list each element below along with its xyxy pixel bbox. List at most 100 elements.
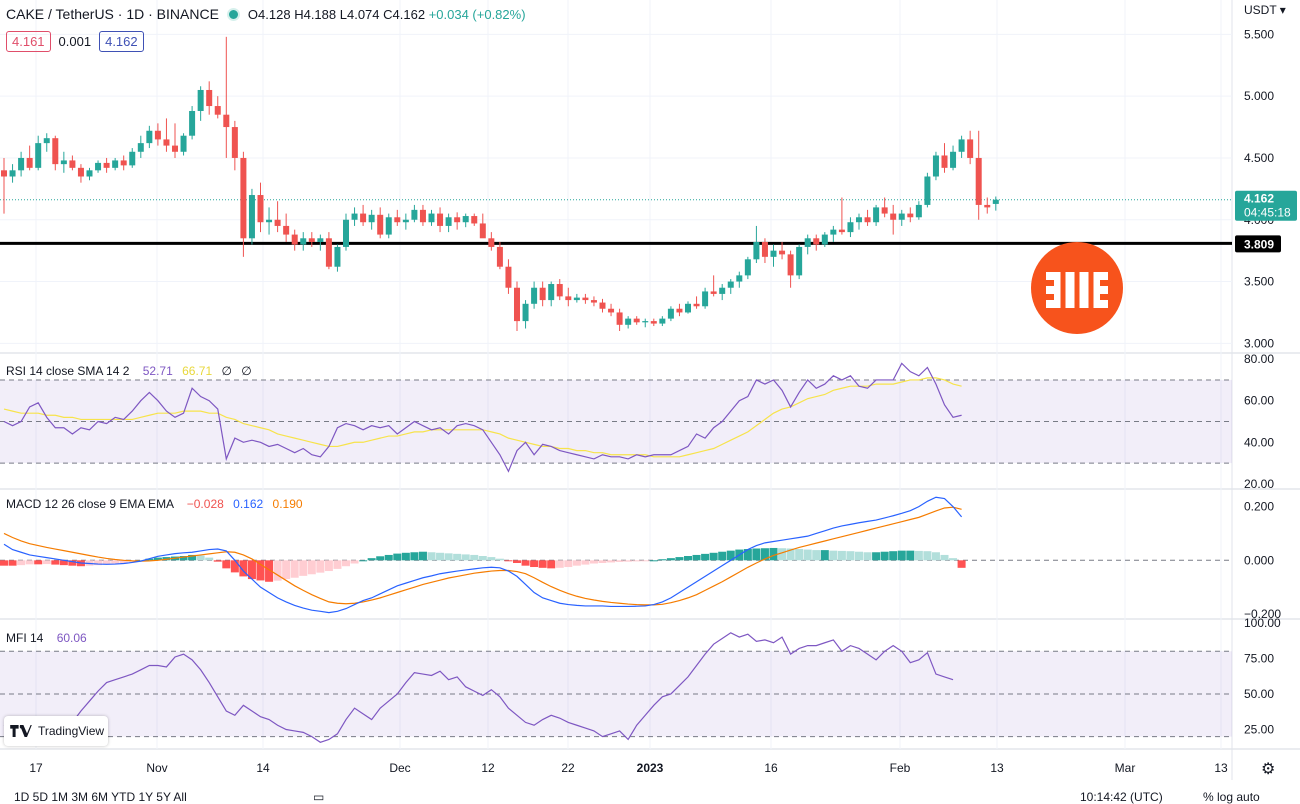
candle-body <box>69 160 76 168</box>
macd-histogram-bar <box>367 558 376 561</box>
candle-body <box>898 213 905 220</box>
candle-body <box>608 308 615 313</box>
candle-body <box>642 321 649 323</box>
candle-body <box>9 170 16 177</box>
macd-histogram-bar <box>555 560 564 568</box>
clock-readout[interactable]: 10:14:42 (UTC) <box>1080 790 1163 804</box>
macd-histogram-bar <box>495 558 504 561</box>
macd-histogram-bar <box>290 560 299 578</box>
candle-body <box>650 321 657 324</box>
macd-histogram-bar <box>658 559 667 561</box>
macd-histogram-bar <box>102 560 111 565</box>
tradingview-badge[interactable]: TradingView <box>4 716 108 746</box>
macd-histogram-bar <box>513 560 521 563</box>
macd-histogram-bar <box>359 560 368 562</box>
macd-histogram-bar <box>504 560 513 562</box>
macd-histogram-bar <box>829 550 838 561</box>
open-value: O4.128 <box>247 6 291 22</box>
macd-signal-value: 0.190 <box>272 497 303 511</box>
candle-body <box>52 138 59 165</box>
currency-selector[interactable]: USDT ▾ <box>1244 3 1286 17</box>
macd-histogram-bar <box>324 560 333 572</box>
candle-body <box>864 217 871 223</box>
macd-histogram-bar <box>42 560 51 565</box>
calendar-icon[interactable]: ▭ <box>313 790 325 804</box>
candle-body <box>343 219 349 247</box>
tradingview-label: TradingView <box>38 724 105 738</box>
scale-toggles[interactable]: % log auto <box>1203 790 1260 804</box>
candle-body <box>685 303 691 313</box>
candle-body <box>796 246 803 276</box>
candle-body <box>590 300 597 303</box>
macd-histogram-bar <box>855 551 863 561</box>
macd-histogram-bar <box>51 560 60 565</box>
macd-histogram-bar <box>119 560 128 563</box>
candle-body <box>821 234 828 245</box>
rsi-sma-value: 66.71 <box>182 364 213 378</box>
candle-body <box>770 250 777 257</box>
rsi-title: RSI 14 close SMA 14 2 <box>6 364 130 378</box>
macd-histogram-bar <box>589 560 598 564</box>
price-tick-label: 3.500 <box>1244 275 1274 289</box>
candle-body <box>967 139 974 158</box>
macd-histogram-bar <box>675 557 684 561</box>
candle-body <box>146 130 153 144</box>
macd-histogram-bar <box>188 554 197 561</box>
macd-histogram-bar <box>949 558 958 561</box>
candle-body <box>351 213 358 220</box>
macd-histogram-bar <box>803 549 812 561</box>
macd-histogram-bar <box>649 560 658 562</box>
macd-histogram-bar <box>547 560 556 569</box>
candle-body <box>667 308 674 319</box>
macd-histogram-bar <box>111 560 120 564</box>
range-buttons[interactable]: 1D 5D 1M 3M 6M YTD 1Y 5Y All <box>14 790 187 804</box>
candle-body <box>77 167 84 177</box>
candle-body <box>377 214 384 235</box>
macd-histogram-bar <box>59 560 68 566</box>
candle-body <box>172 145 178 152</box>
macd-histogram-bar <box>376 556 385 561</box>
mfi-title: MFI 14 <box>6 631 44 645</box>
candle-body <box>890 213 897 220</box>
macd-histogram-bar <box>752 548 761 561</box>
buy-price-button[interactable]: 4.162 <box>99 31 144 52</box>
macd-histogram-bar <box>641 560 650 562</box>
macd-histogram-bar <box>478 556 487 561</box>
candle-body <box>710 291 717 294</box>
macd-histogram-bar <box>247 560 256 580</box>
candle-body <box>753 242 760 260</box>
indicator-tick-label: 100.00 <box>1244 616 1281 630</box>
macd-histogram-bar <box>889 551 898 561</box>
candle-body <box>779 250 786 255</box>
macd-histogram-bar <box>418 551 427 561</box>
macd-histogram-bar <box>333 560 342 569</box>
market-open-indicator <box>226 7 240 21</box>
indicator-tick-label: 40.00 <box>1244 435 1274 449</box>
last-price-tag <box>1235 190 1297 221</box>
candle-body <box>522 303 529 322</box>
candle-body <box>197 89 204 111</box>
candle-body <box>411 209 418 220</box>
last-price-countdown: 04:45:18 <box>1244 206 1291 220</box>
macd-histogram-bar <box>957 560 966 568</box>
ohlc-readout: O4.128 H4.188 L4.074 C4.162 +0.034 (+0.8… <box>248 7 526 22</box>
candle-body <box>915 204 922 218</box>
macd-histogram-bar <box>624 560 633 562</box>
symbol-title[interactable]: CAKE / TetherUS · 1D · BINANCE <box>6 6 219 22</box>
macd-histogram-bar <box>427 552 436 561</box>
candle-body <box>856 217 862 223</box>
macd-histogram-bar <box>196 555 205 561</box>
candle-body <box>283 225 290 235</box>
candle-body <box>120 160 127 166</box>
brand-logo-bars <box>1060 264 1094 314</box>
candle-body <box>941 155 948 168</box>
macd-histogram-bar <box>521 560 530 566</box>
candle-body <box>813 238 820 245</box>
sell-price-button[interactable]: 4.161 <box>6 31 51 52</box>
rsi-line <box>3 362 962 473</box>
macd-histogram-bar <box>316 560 325 573</box>
gear-icon[interactable]: ⚙ <box>1261 761 1276 778</box>
candle-body <box>565 296 572 301</box>
candle-body <box>907 213 914 218</box>
